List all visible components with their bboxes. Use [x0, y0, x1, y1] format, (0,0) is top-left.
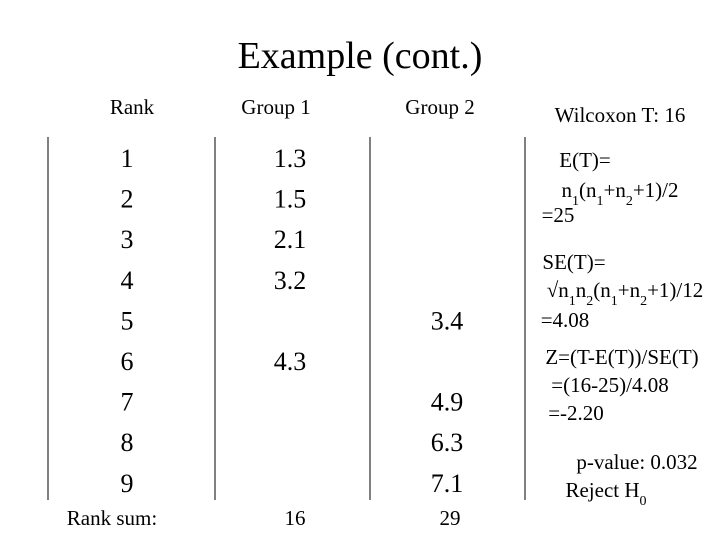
- rank-sum-group2: 29: [440, 506, 461, 530]
- rank-cell: 7: [121, 388, 134, 417]
- stat-line: n1(n1+n2+1)/2: [561, 178, 678, 209]
- stat-text: =-2.20: [548, 401, 604, 425]
- group2-cell: 7.1: [431, 469, 464, 498]
- subscript: 1: [611, 294, 618, 309]
- rank-sum-group1: 16: [285, 506, 306, 530]
- slide-title: Example (cont.): [238, 35, 483, 77]
- stat-text: Reject H: [565, 478, 639, 502]
- subscript: 1: [572, 194, 579, 209]
- rank-cell: 2: [121, 185, 134, 214]
- stat-line: p-value: 0.032: [576, 450, 697, 474]
- header-group1: Group 1: [241, 95, 310, 119]
- rank-cell: 3: [121, 225, 134, 254]
- rank-cell: 5: [121, 306, 134, 335]
- stat-text: Z=(T-E(T))/SE(T): [545, 345, 698, 369]
- stat-line: =4.08: [541, 308, 590, 332]
- stat-line: =(16-25)/4.08: [551, 373, 668, 397]
- rank-cell: 9: [121, 469, 134, 498]
- stat-text: SE(T)=: [542, 250, 605, 274]
- header-group2: Group 2: [405, 95, 474, 119]
- stat-line: =25: [542, 203, 575, 227]
- stat-text: +n: [618, 278, 641, 302]
- rank-sum-label: Rank sum:: [67, 506, 157, 530]
- subscript: 0: [640, 494, 647, 509]
- subscript: 1: [596, 194, 603, 209]
- group2-cell: 3.4: [431, 306, 464, 335]
- rank-cell: 4: [121, 266, 134, 295]
- subscript: 2: [640, 294, 647, 309]
- stat-text: Wilcoxon T: 16: [555, 103, 686, 127]
- stat-text: √n: [547, 278, 570, 302]
- stat-line: =-2.20: [548, 401, 604, 425]
- subscript: 1: [569, 294, 576, 309]
- group1-cell: 1.5: [274, 185, 307, 214]
- stat-text: +n: [603, 178, 626, 202]
- stat-line: E(T)=: [559, 148, 611, 172]
- group1-cell: 2.1: [274, 225, 307, 254]
- group1-cell: 1.3: [274, 144, 307, 173]
- group1-cell: 3.2: [274, 266, 307, 295]
- group2-cell: 6.3: [431, 428, 464, 457]
- stat-text: E(T)=: [559, 148, 611, 172]
- stat-text: =25: [542, 203, 575, 227]
- stat-text: (n: [579, 178, 597, 202]
- stat-line: SE(T)=: [542, 250, 605, 274]
- table-borders: [47, 137, 526, 500]
- stat-text: =4.08: [541, 308, 590, 332]
- stat-line: Z=(T-E(T))/SE(T): [545, 345, 698, 369]
- stat-line: Wilcoxon T: 16: [555, 103, 686, 127]
- stat-text: +1)/2: [633, 178, 679, 202]
- rank-cell: 6: [121, 347, 134, 376]
- stat-text: (n: [593, 278, 611, 302]
- rank-cell: 8: [121, 428, 134, 457]
- stat-text: +1)/12: [647, 278, 703, 302]
- stat-line: √n1n2(n1+n2+1)/12: [547, 278, 704, 309]
- group1-cell: 4.3: [274, 347, 307, 376]
- rank-cell: 1: [121, 144, 134, 173]
- group2-cell: 4.9: [431, 388, 464, 417]
- subscript: 2: [626, 194, 633, 209]
- stat-text: p-value: 0.032: [576, 450, 697, 474]
- stat-line: Reject H0: [565, 478, 646, 509]
- subscript: 2: [586, 294, 593, 309]
- stat-text: n: [576, 278, 587, 302]
- stat-text: =(16-25)/4.08: [551, 373, 668, 397]
- stat-text: n: [561, 178, 572, 202]
- header-rank: Rank: [110, 95, 155, 119]
